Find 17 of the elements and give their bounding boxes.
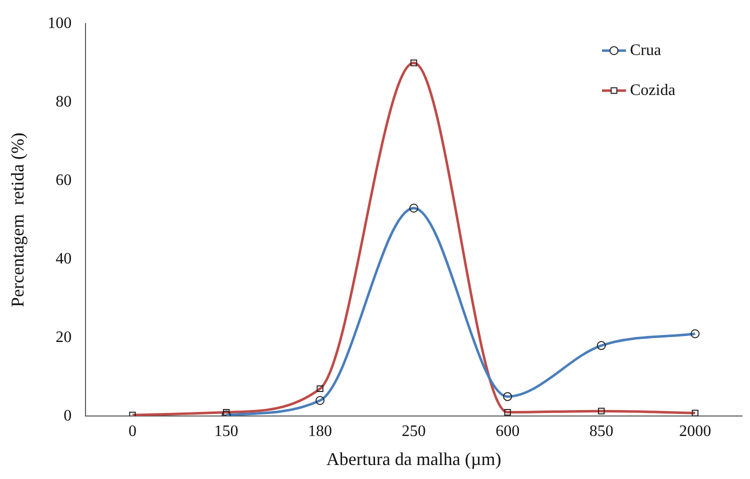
y-tick-label: 20 [56,328,72,346]
x-tick-label: 250 [402,423,426,440]
legend-label: Crua [630,42,662,59]
x-tick-label: 850 [589,423,614,440]
x-tick-label: 2000 [679,423,712,440]
y-tick-label: 40 [56,250,72,268]
legend-label: Cozida [630,82,676,99]
x-axis-title: Abertura da malha (µm) [326,448,502,469]
y-tick-label: 0 [64,407,72,424]
x-tick-label: 600 [496,423,520,440]
y-axis-title: Percentagem retida (%) [8,132,28,308]
y-tick-label: 100 [48,14,72,32]
x-tick-label: 150 [214,423,238,440]
y-tick-label: 80 [56,93,72,110]
x-tick-label: 0 [128,423,136,440]
x-tick-label: 180 [308,423,332,440]
y-tick-label: 60 [56,172,72,189]
